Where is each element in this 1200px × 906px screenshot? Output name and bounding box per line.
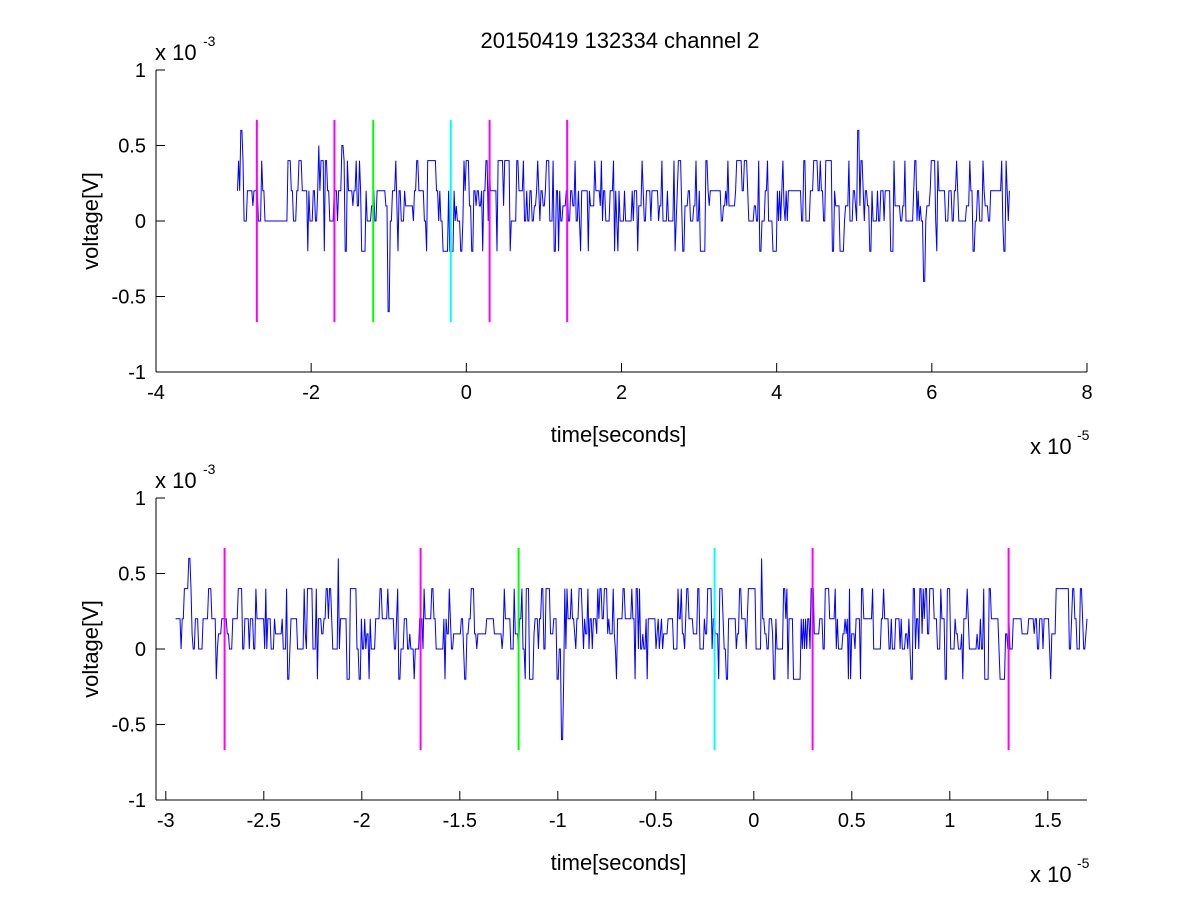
chart2-x-exponent: -5 xyxy=(1077,855,1090,871)
chart1-x-multiplier: x 10 xyxy=(1030,434,1072,459)
chart2-x-tick-label: 0.5 xyxy=(838,810,866,832)
chart2-x-multiplier: x 10 xyxy=(1030,862,1072,887)
chart2-x-tick-label: 1 xyxy=(944,810,955,832)
chart2-x-tick-label: -2 xyxy=(353,810,371,832)
chart2-y-tick-label: 1 xyxy=(135,488,146,510)
chart2-y-exponent: -3 xyxy=(203,461,216,477)
chart2-x-tick-label: -2.5 xyxy=(247,810,281,832)
chart1-y-tick-label: 1 xyxy=(135,60,146,82)
chart1-x-tick-label: -4 xyxy=(147,382,165,404)
chart1-y-multiplier: x 10 xyxy=(155,40,197,65)
chart2-x-tick-label: -1.5 xyxy=(443,810,477,832)
chart2-x-tick-label: 1.5 xyxy=(1034,810,1062,832)
chart1-x-tick-label: -2 xyxy=(302,382,320,404)
chart1-x-tick-label: 6 xyxy=(926,382,937,404)
chart1-x-exponent: -5 xyxy=(1077,427,1090,443)
chart1-signal-line xyxy=(237,129,1010,313)
chart2-signal-line xyxy=(175,557,1088,741)
chart1-x-axis-label: time[seconds] xyxy=(551,422,687,447)
chart1-y-tick-label: 0 xyxy=(135,211,146,233)
chart2-y-tick-label: -1 xyxy=(128,790,146,812)
chart1-y-exponent: -3 xyxy=(203,33,216,49)
chart1-x-tick-label: 0 xyxy=(461,382,472,404)
chart-title: 20150419 132334 channel 2 xyxy=(481,28,760,53)
chart1-x-tick-label: 8 xyxy=(1081,382,1092,404)
chart1-x-tick-label: 4 xyxy=(771,382,782,404)
chart2-y-tick-label: 0.5 xyxy=(118,564,146,586)
chart1-y-axis-label: voltage[V] xyxy=(78,172,103,270)
chart1-x-tick-label: 2 xyxy=(616,382,627,404)
chart2-y-tick-label: -0.5 xyxy=(112,715,146,737)
chart1-y-tick-label: -0.5 xyxy=(112,287,146,309)
chart2-y-tick-label: 0 xyxy=(135,639,146,661)
chart2-y-axis-label: voltage[V] xyxy=(78,600,103,698)
chart1-y-tick-label: 0.5 xyxy=(118,136,146,158)
chart2-x-tick-label: -0.5 xyxy=(639,810,673,832)
chart2-x-tick-label: -3 xyxy=(157,810,175,832)
chart2-x-tick-label: 0 xyxy=(748,810,759,832)
chart2-y-multiplier: x 10 xyxy=(155,468,197,493)
chart2-x-tick-label: -1 xyxy=(549,810,567,832)
chart1-y-tick-label: -1 xyxy=(128,362,146,384)
chart2-x-axis-label: time[seconds] xyxy=(551,850,687,875)
